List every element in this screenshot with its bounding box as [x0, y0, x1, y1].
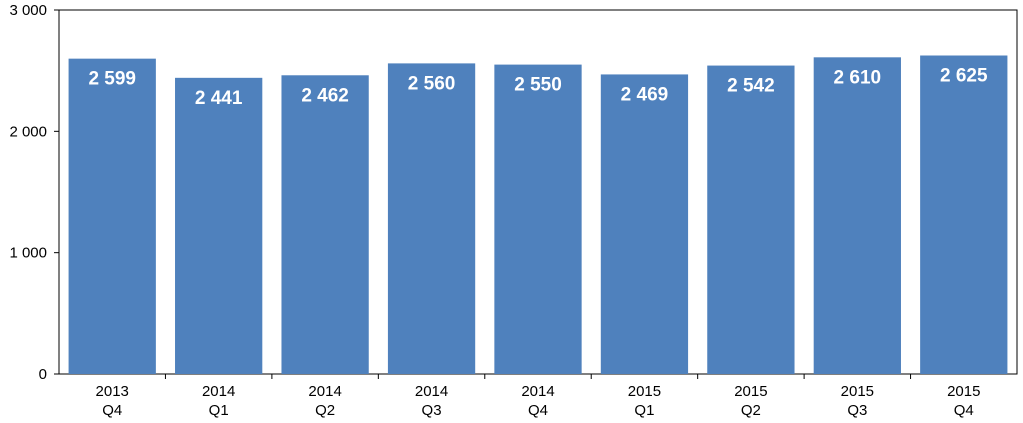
data-label: 2 441	[195, 88, 243, 109]
data-label: 2 560	[408, 73, 456, 94]
x-category-year-label: 2015	[628, 383, 661, 400]
data-label: 2 610	[834, 67, 882, 88]
x-category-quarter-label: Q4	[528, 402, 548, 419]
x-category-year-label: 2015	[841, 383, 874, 400]
y-tick-label: 3 000	[9, 2, 47, 19]
bar	[920, 55, 1008, 374]
data-label: 2 599	[88, 69, 136, 90]
x-category-quarter-label: Q1	[634, 402, 654, 419]
y-tick-label: 1 000	[9, 245, 47, 262]
x-category-quarter-label: Q4	[102, 402, 122, 419]
y-tick-label: 2 000	[9, 123, 47, 140]
x-category-quarter-label: Q2	[741, 402, 761, 419]
x-category-year-label: 2014	[521, 383, 554, 400]
x-category-year-label: 2015	[734, 383, 767, 400]
data-label: 2 469	[621, 84, 669, 105]
bar	[387, 63, 476, 375]
bar	[494, 64, 582, 374]
data-label: 2 550	[514, 75, 562, 96]
bar	[68, 58, 156, 375]
bar	[281, 75, 369, 374]
x-category-quarter-label: Q2	[315, 402, 335, 419]
x-category-year-label: 2014	[415, 383, 448, 400]
data-label: 2 625	[940, 66, 988, 87]
x-category-year-label: 2015	[947, 383, 980, 400]
bar	[600, 74, 689, 374]
x-category-quarter-label: Q3	[422, 402, 442, 419]
bar	[707, 65, 795, 374]
x-category-year-label: 2013	[96, 383, 129, 400]
x-category-quarter-label: Q1	[209, 402, 229, 419]
bar	[175, 77, 263, 375]
y-tick-label: 0	[39, 366, 47, 383]
data-label: 2 542	[727, 76, 775, 97]
bar	[813, 57, 901, 374]
x-category-year-label: 2014	[308, 383, 341, 400]
data-label: 2 462	[301, 85, 349, 106]
x-category-year-label: 2014	[202, 383, 235, 400]
x-category-quarter-label: Q4	[954, 402, 974, 419]
x-category-quarter-label: Q3	[847, 402, 867, 419]
